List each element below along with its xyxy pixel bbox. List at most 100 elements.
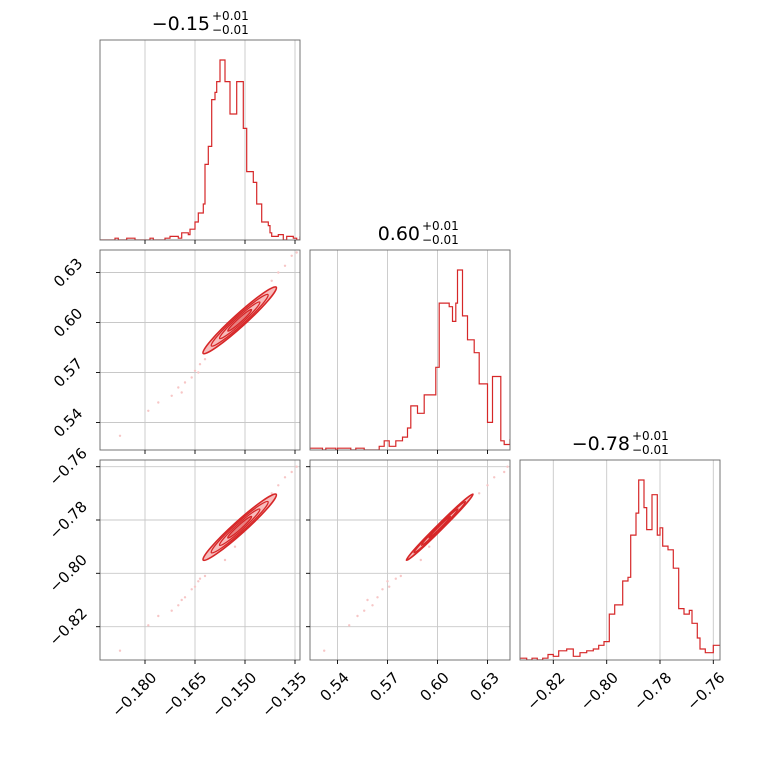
scatter-point <box>371 604 374 607</box>
scatter-point <box>277 271 280 274</box>
y-tick-label: 0.57 <box>50 355 86 391</box>
contour-level-4 <box>227 515 253 539</box>
scatter-point <box>118 434 122 437</box>
scatter-point <box>388 585 391 588</box>
scatter-point <box>183 596 187 599</box>
y-tick-label: 0.63 <box>50 255 86 291</box>
scatter-point <box>394 577 397 580</box>
scatter-point <box>177 386 180 389</box>
scatter-point <box>376 596 379 599</box>
scatter-point <box>486 484 489 487</box>
scatter-point <box>177 604 180 607</box>
pair-panel-frame-1-2 <box>309 459 511 661</box>
scatter-point <box>419 558 422 562</box>
title-value: 0.60 <box>378 223 420 245</box>
scatter-point <box>170 609 173 612</box>
x-tick-label: −0.150 <box>208 669 260 721</box>
histogram-0 <box>100 59 300 240</box>
scatter-point <box>295 465 298 468</box>
scatter-point <box>506 465 509 468</box>
scatter-point <box>478 492 481 495</box>
x-tick-label: −0.78 <box>630 669 675 714</box>
density-1-2 <box>323 465 509 652</box>
density-0-1 <box>118 251 298 437</box>
scatter-point <box>193 369 197 372</box>
contour-level-3 <box>218 301 261 340</box>
y-tick-label: −0.80 <box>46 551 91 596</box>
scatter-point <box>348 624 351 627</box>
title-lower-error: −0.01 <box>422 233 459 247</box>
scatter-point <box>118 649 122 652</box>
scatter-point <box>190 376 193 379</box>
scatter-point <box>233 545 237 548</box>
pair-panel-frame-0-2 <box>99 459 301 661</box>
contour-level-2 <box>413 500 467 554</box>
scatter-point <box>203 358 207 361</box>
contour-level-4 <box>428 515 452 539</box>
scatter-point <box>170 394 173 397</box>
pair-panel-frame-0-1 <box>99 249 301 451</box>
hist-panel-frame-1 <box>309 249 511 451</box>
y-tick-label: 0.54 <box>50 405 86 441</box>
contour-level-4 <box>227 308 253 332</box>
scatter-point <box>399 574 402 578</box>
scatter-point <box>183 381 187 384</box>
contour-level-2 <box>210 293 269 347</box>
scatter-point <box>290 470 293 474</box>
scatter-point <box>193 585 197 588</box>
title-upper-error: +0.01 <box>422 219 459 233</box>
x-tick-label: 0.63 <box>466 669 502 705</box>
panel-title-0: −0.15 +0.01−0.01 <box>152 9 249 37</box>
x-tick-label: −0.165 <box>158 669 210 721</box>
scatter-point <box>428 545 431 548</box>
histogram-1 <box>310 269 510 450</box>
gridlines-2-2 <box>552 460 714 660</box>
density-0-2 <box>118 465 298 652</box>
scatter-point <box>147 624 150 627</box>
gridlines-1-1 <box>337 250 488 450</box>
scatter-point <box>157 401 160 404</box>
y-tick-label: −0.78 <box>46 498 91 543</box>
scatter-point <box>503 470 506 474</box>
scatter-point <box>493 476 496 479</box>
scatter-point <box>366 598 369 602</box>
scatter-point <box>157 614 160 618</box>
title-upper-error: +0.01 <box>212 9 249 23</box>
scatter-point <box>323 649 326 652</box>
scatter-point <box>180 391 183 394</box>
x-tick-label: 0.60 <box>416 669 452 705</box>
scatter-point <box>180 598 183 602</box>
gridlines-0-0 <box>144 40 296 240</box>
scatter-point <box>223 558 227 562</box>
scatter-point <box>277 484 280 487</box>
y-tick-label: −0.76 <box>46 444 91 489</box>
scatter-point <box>197 371 200 374</box>
x-tick-label: −0.180 <box>108 669 160 721</box>
title-value: −0.15 <box>152 13 210 35</box>
contour-level-2 <box>210 500 269 554</box>
hist-panel-frame-0 <box>99 39 301 241</box>
scatter-point <box>190 588 193 591</box>
scatter-point <box>386 580 389 583</box>
y-tick-label: −0.82 <box>46 604 91 649</box>
panel-title-1: 0.60 +0.01−0.01 <box>378 219 459 247</box>
hist-panel-frame-2 <box>519 459 721 661</box>
x-tick-label: 0.54 <box>316 669 352 705</box>
scatter-point <box>203 574 207 578</box>
scatter-point <box>198 363 202 366</box>
scatter-point <box>356 614 359 618</box>
x-tick-label: −0.76 <box>683 669 728 714</box>
title-lower-error: −0.01 <box>212 23 249 37</box>
scatter-point <box>197 580 200 583</box>
scatter-point <box>270 279 273 282</box>
title-upper-error: +0.01 <box>632 429 669 443</box>
x-tick-label: −0.80 <box>577 669 622 714</box>
contour-level-3 <box>218 508 261 547</box>
panel-title-2: −0.78 +0.01−0.01 <box>572 429 669 457</box>
x-tick-label: −0.82 <box>523 669 568 714</box>
title-value: −0.78 <box>572 433 630 455</box>
scatter-point <box>381 588 384 591</box>
scatter-point <box>363 609 366 612</box>
gridlines-0-1 <box>100 250 300 450</box>
